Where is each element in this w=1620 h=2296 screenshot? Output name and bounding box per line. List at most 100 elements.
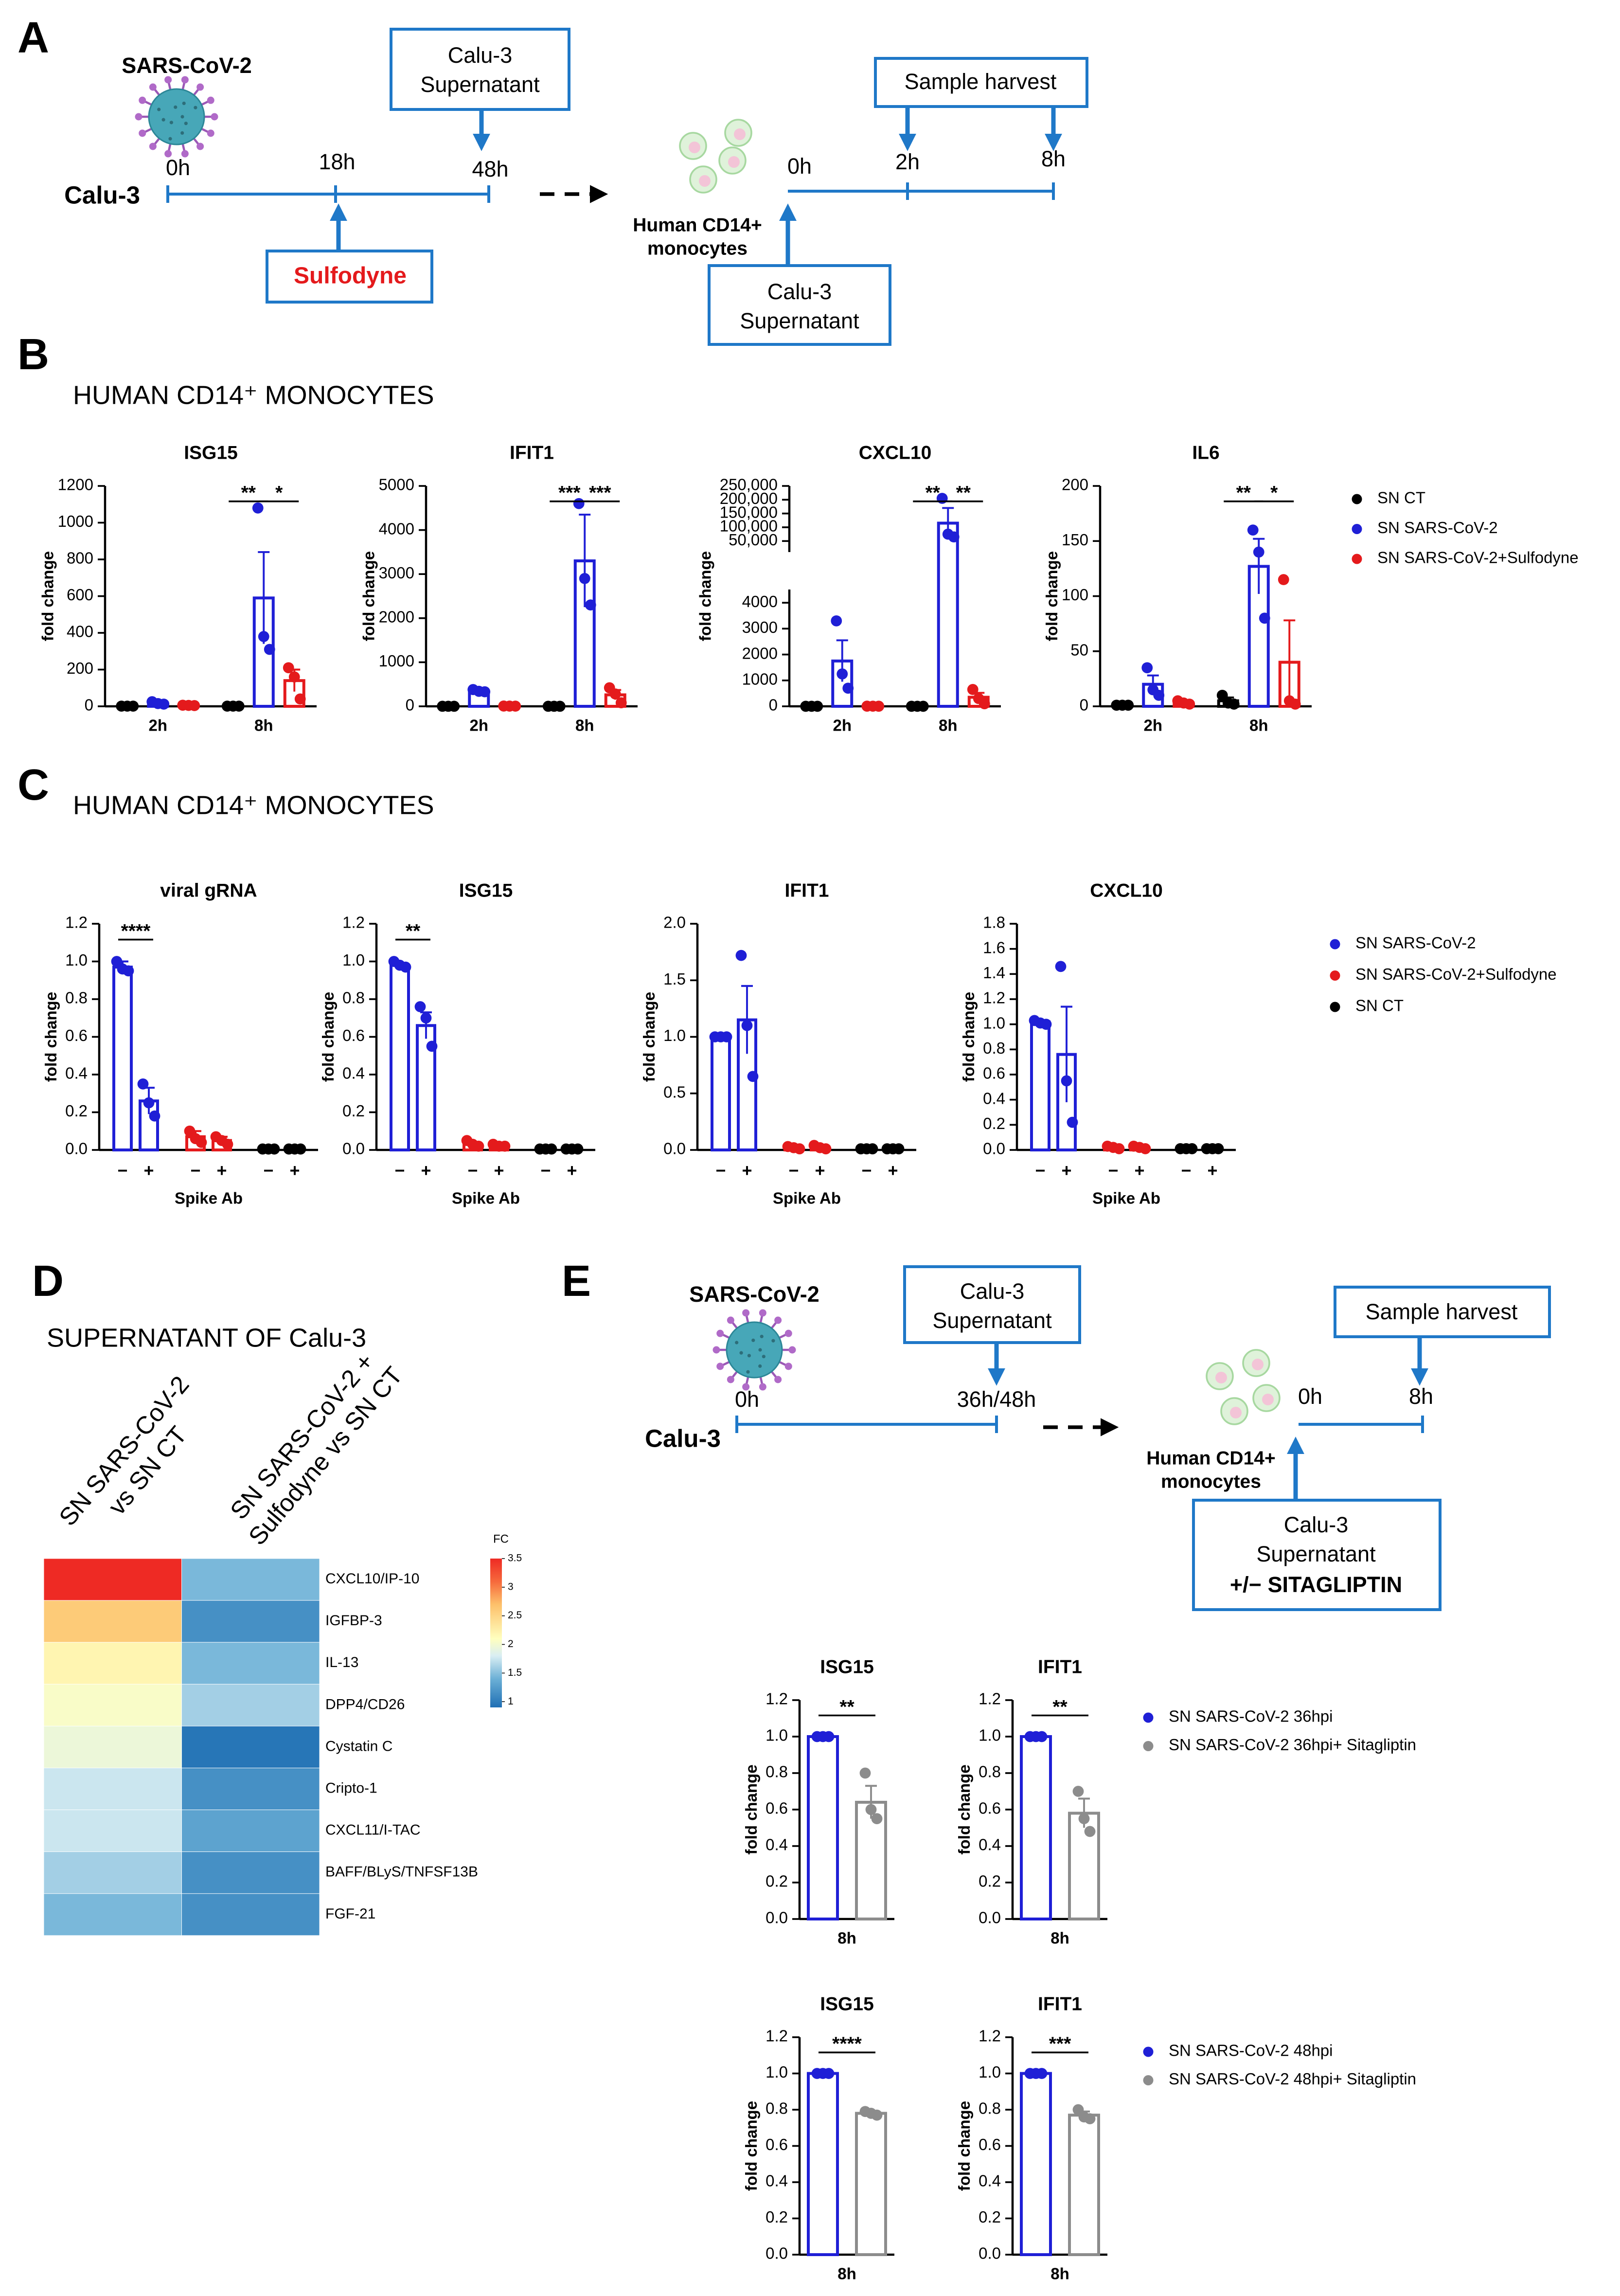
y-tick-label: 0.8 xyxy=(979,2099,1001,2117)
data-point xyxy=(426,1040,438,1052)
y-tick-label: 0.4 xyxy=(979,1836,1001,1854)
spike-tip xyxy=(139,129,146,137)
spike-tip xyxy=(149,83,157,91)
bar xyxy=(937,521,959,708)
scheme-e: SARS-CoV-2 Calu-3 0h 36h/48h Calu-3 Supe… xyxy=(645,1265,1551,1612)
legend-label: SN SARS-CoV-2+Sulfodyne xyxy=(1355,965,1557,983)
x-tick-label: 2h xyxy=(1143,717,1162,735)
row-label: BAFF/BLyS/TNFSF13B xyxy=(325,1864,478,1880)
row-label: DPP4/CD26 xyxy=(325,1696,405,1712)
virus-dot xyxy=(184,122,188,126)
y-tick-label: 0.6 xyxy=(765,1799,788,1817)
spike-tip xyxy=(774,1316,782,1324)
colorbar-tick-label: 2 xyxy=(508,1638,514,1650)
virus-dot xyxy=(174,105,178,109)
data-point xyxy=(794,1143,805,1155)
data-point xyxy=(448,700,460,712)
heatmap-cell xyxy=(181,1893,320,1936)
x-tick-label: + xyxy=(289,1161,300,1181)
y-tick-label: 1.4 xyxy=(983,964,1005,982)
time-label: 0h xyxy=(735,1387,759,1412)
time-label: 8h xyxy=(1409,1384,1433,1409)
data-point xyxy=(967,684,979,695)
y-tick-label: 0.2 xyxy=(765,2208,788,2226)
data-point xyxy=(831,615,842,627)
time-label: 0h xyxy=(1298,1384,1322,1409)
y-tick-label: 1200 xyxy=(58,476,93,494)
spike-tip xyxy=(196,83,204,91)
panel-label: C xyxy=(18,761,49,809)
data-point xyxy=(1040,1019,1052,1030)
y-tick-label: 1.0 xyxy=(983,1014,1005,1032)
y-tick-label: 0 xyxy=(406,696,414,714)
data-point xyxy=(1253,546,1264,558)
x-tick-label: − xyxy=(861,1161,872,1181)
y-tick-label: 0.8 xyxy=(342,989,365,1007)
y-tick-label: 250,000 xyxy=(720,476,778,494)
y-tick-label: 0.8 xyxy=(983,1039,1005,1057)
data-point xyxy=(741,1020,753,1031)
data-point xyxy=(1072,1786,1084,1797)
heatmap-cell xyxy=(43,1558,182,1601)
data-point xyxy=(268,1143,280,1155)
x-axis-label: Spike Ab xyxy=(773,1189,841,1207)
data-point xyxy=(294,693,306,705)
y-tick-label: 1.0 xyxy=(663,1026,686,1044)
data-point xyxy=(1247,524,1259,536)
spike-tip xyxy=(135,113,142,121)
cell-line: Calu-3 xyxy=(645,1424,721,1452)
chart-title: ISG15 xyxy=(459,880,513,901)
cell-nucleus xyxy=(728,156,740,168)
legend-marker xyxy=(1330,939,1340,950)
bar xyxy=(711,1035,731,1152)
data-point xyxy=(420,1012,432,1024)
data-point xyxy=(1184,699,1195,710)
heatmap-cell xyxy=(43,1893,182,1936)
section-heading: SUPERNATANT OF Calu-3 xyxy=(47,1323,366,1352)
data-point xyxy=(1078,1813,1090,1825)
chart-title: IFIT1 xyxy=(784,880,829,901)
legend-label: SN SARS-CoV-2 48hpi+ Sitagliptin xyxy=(1169,2070,1416,2088)
y-axis-label: fold change xyxy=(696,551,714,641)
y-tick-label: 0.2 xyxy=(65,1102,88,1120)
y-axis-label: fold change xyxy=(360,551,378,641)
x-tick-label: 2h xyxy=(148,717,167,735)
data-point xyxy=(1289,699,1301,710)
y-tick-label: 1.2 xyxy=(979,1690,1001,1708)
data-point xyxy=(137,1078,149,1090)
virus-icon xyxy=(712,1309,796,1391)
y-tick-label: 0.2 xyxy=(983,1114,1005,1132)
y-tick-label: 1.0 xyxy=(765,2063,788,2081)
y-tick-label: 1000 xyxy=(58,512,93,530)
heatmap-cell xyxy=(181,1684,320,1726)
x-tick-label: − xyxy=(117,1161,127,1181)
chart-title: IFIT1 xyxy=(510,442,554,463)
legend-marker xyxy=(1330,970,1340,981)
virus-dot xyxy=(758,1364,762,1368)
bar xyxy=(1068,2114,1101,2257)
significance-label: **** xyxy=(832,2034,862,2055)
data-point xyxy=(820,1143,832,1155)
chart-title: ISG15 xyxy=(184,442,238,463)
x-tick-label: − xyxy=(788,1161,799,1181)
heatmap-cell xyxy=(43,1684,182,1726)
data-point xyxy=(414,1001,426,1012)
box-text: Calu-3 xyxy=(1284,1512,1349,1537)
box-text: Sample harvest xyxy=(1366,1299,1518,1324)
x-tick-label: 8h xyxy=(1050,2265,1069,2283)
time-label: 48h xyxy=(472,157,508,181)
data-point xyxy=(1061,1075,1072,1087)
legend-label: SN SARS-CoV-2 xyxy=(1377,519,1498,537)
y-tick-label: 0.2 xyxy=(765,1872,788,1890)
data-point xyxy=(149,1110,160,1122)
cell-nucleus xyxy=(1215,1372,1228,1384)
y-tick-label: 100 xyxy=(1062,586,1088,604)
spike-tip xyxy=(784,1363,792,1370)
x-tick-label: + xyxy=(815,1161,825,1181)
data-point xyxy=(499,1140,511,1152)
y-tick-label: 0 xyxy=(85,696,93,714)
virus-dot xyxy=(746,1370,750,1374)
y-tick-label: 0.8 xyxy=(765,2099,788,2117)
heatmap-cell xyxy=(43,1768,182,1811)
